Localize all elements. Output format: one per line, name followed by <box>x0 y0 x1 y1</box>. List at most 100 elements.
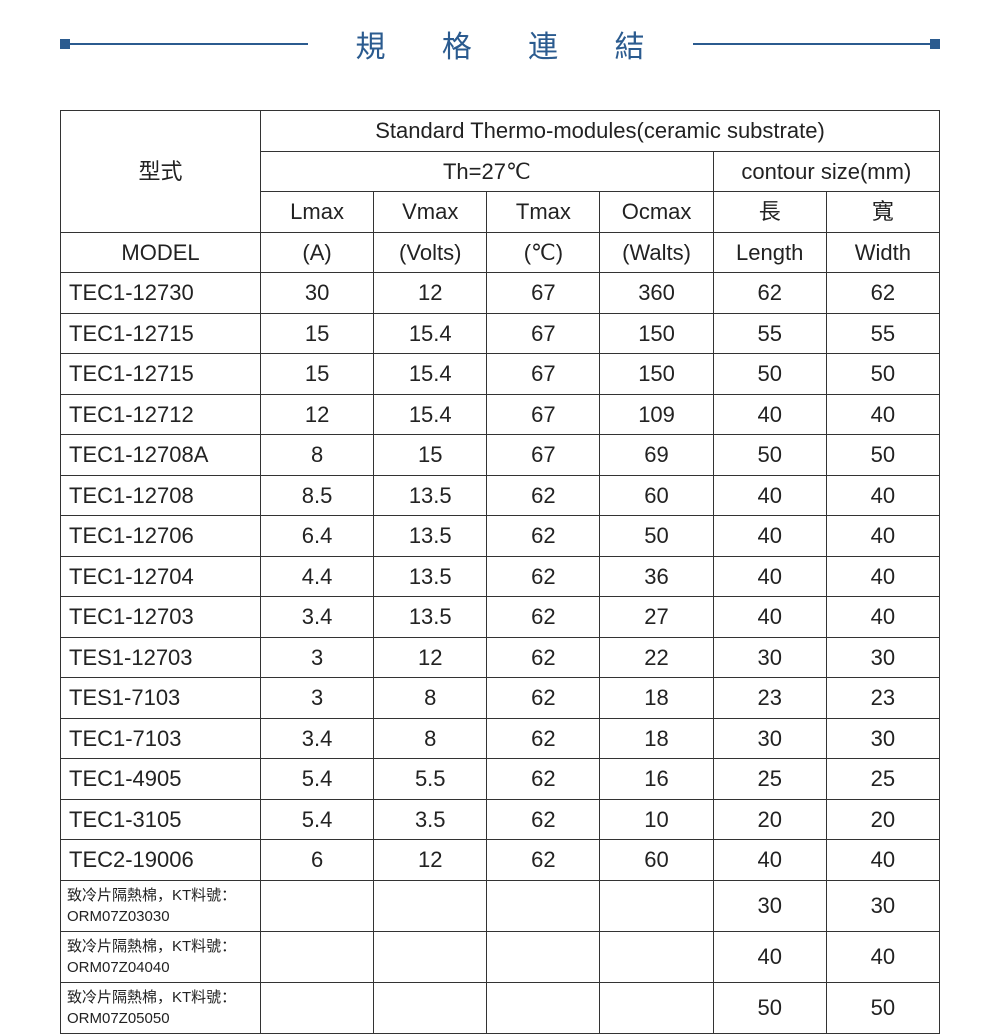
divider-left <box>60 43 308 45</box>
cell-ocmax: 50 <box>600 516 713 557</box>
cell-ocmax: 109 <box>600 394 713 435</box>
table-row: TEC1-71033.4862183030 <box>61 718 940 759</box>
cell-lmax: 3 <box>261 637 374 678</box>
cell-ocmax: 18 <box>600 678 713 719</box>
cell-ocmax: 22 <box>600 637 713 678</box>
table-note-row: 致冷片隔熱棉，KT料號：ORM07Z030303030 <box>61 880 940 931</box>
cell-width: 40 <box>826 394 939 435</box>
cell-tmax: 62 <box>487 678 600 719</box>
cell-length: 40 <box>713 516 826 557</box>
cell-model: TEC2-19006 <box>61 840 261 881</box>
cell-vmax: 12 <box>374 273 487 314</box>
cell-width: 50 <box>826 354 939 395</box>
cell-tmax: 62 <box>487 475 600 516</box>
cell-tmax: 67 <box>487 273 600 314</box>
cell-lmax <box>261 931 374 982</box>
cell-tmax: 67 <box>487 435 600 476</box>
cell-vmax <box>374 880 487 931</box>
cell-ocmax: 150 <box>600 354 713 395</box>
spec-table: 型式 Standard Thermo-modules(ceramic subst… <box>60 110 940 1034</box>
cell-length: 25 <box>713 759 826 800</box>
header-th27: Th=27℃ <box>261 151 714 192</box>
cell-width: 40 <box>826 475 939 516</box>
cell-length: 40 <box>713 556 826 597</box>
cell-ocmax: 36 <box>600 556 713 597</box>
cell-width: 62 <box>826 273 939 314</box>
cell-note: 致冷片隔熱棉，KT料號：ORM07Z03030 <box>61 880 261 931</box>
cell-note: 致冷片隔熱棉，KT料號：ORM07Z05050 <box>61 982 261 1033</box>
cell-vmax: 5.5 <box>374 759 487 800</box>
cell-lmax: 15 <box>261 313 374 354</box>
cell-model: TEC1-12715 <box>61 354 261 395</box>
cell-vmax: 13.5 <box>374 516 487 557</box>
cell-vmax: 15.4 <box>374 354 487 395</box>
cell-ocmax: 60 <box>600 475 713 516</box>
table-row: TES1-71033862182323 <box>61 678 940 719</box>
cell-vmax: 8 <box>374 718 487 759</box>
cell-tmax: 62 <box>487 637 600 678</box>
cell-ocmax: 60 <box>600 840 713 881</box>
cell-tmax: 62 <box>487 799 600 840</box>
cell-width: 40 <box>826 840 939 881</box>
table-body: TEC1-127303012673606262TEC1-127151515.46… <box>61 273 940 1034</box>
header-vmax: Vmax <box>374 192 487 233</box>
table-row: TEC1-127151515.4671505050 <box>61 354 940 395</box>
header-width-cn: 寬 <box>826 192 939 233</box>
cell-length: 40 <box>713 394 826 435</box>
table-container: 型式 Standard Thermo-modules(ceramic subst… <box>60 110 940 1034</box>
unit-walts: (Walts) <box>600 232 713 273</box>
cell-tmax: 67 <box>487 354 600 395</box>
cell-tmax <box>487 931 600 982</box>
cell-length: 23 <box>713 678 826 719</box>
table-row: TEC1-12708A81567695050 <box>61 435 940 476</box>
table-row: TEC1-49055.45.562162525 <box>61 759 940 800</box>
cell-lmax: 3.4 <box>261 718 374 759</box>
cell-model: TEC1-4905 <box>61 759 261 800</box>
cell-vmax: 13.5 <box>374 597 487 638</box>
cell-vmax: 12 <box>374 637 487 678</box>
cell-ocmax: 69 <box>600 435 713 476</box>
cell-width: 40 <box>826 516 939 557</box>
table-row: TEC1-127303012673606262 <box>61 273 940 314</box>
cell-note: 致冷片隔熱棉，KT料號：ORM07Z04040 <box>61 931 261 982</box>
cell-width: 30 <box>826 637 939 678</box>
page-title: 規 格 連 結 <box>332 22 669 66</box>
table-row: TEC1-31055.43.562102020 <box>61 799 940 840</box>
unit-length: Length <box>713 232 826 273</box>
table-row: TEC1-127033.413.562274040 <box>61 597 940 638</box>
cell-lmax: 4.4 <box>261 556 374 597</box>
unit-c: (℃) <box>487 232 600 273</box>
table-row: TES1-1270331262223030 <box>61 637 940 678</box>
table-row: TEC2-1900661262604040 <box>61 840 940 881</box>
cell-vmax: 15 <box>374 435 487 476</box>
cell-tmax: 67 <box>487 313 600 354</box>
cell-model: TEC1-12730 <box>61 273 261 314</box>
cell-ocmax: 16 <box>600 759 713 800</box>
cell-lmax <box>261 880 374 931</box>
cell-model: TEC1-12715 <box>61 313 261 354</box>
table-row: TEC1-127088.513.562604040 <box>61 475 940 516</box>
cell-width: 40 <box>826 931 939 982</box>
cell-vmax: 8 <box>374 678 487 719</box>
cell-tmax: 62 <box>487 597 600 638</box>
cell-model: TEC1-3105 <box>61 799 261 840</box>
cell-vmax: 15.4 <box>374 313 487 354</box>
cell-model: TEC1-12703 <box>61 597 261 638</box>
cell-ocmax: 18 <box>600 718 713 759</box>
divider-right <box>693 43 941 45</box>
cell-lmax: 5.4 <box>261 759 374 800</box>
cell-ocmax <box>600 931 713 982</box>
cell-length: 50 <box>713 354 826 395</box>
cell-model: TEC1-12708 <box>61 475 261 516</box>
unit-volts: (Volts) <box>374 232 487 273</box>
cell-lmax: 5.4 <box>261 799 374 840</box>
cell-length: 62 <box>713 273 826 314</box>
cell-vmax: 3.5 <box>374 799 487 840</box>
cell-length: 30 <box>713 718 826 759</box>
cell-length: 40 <box>713 597 826 638</box>
cell-width: 25 <box>826 759 939 800</box>
cell-width: 20 <box>826 799 939 840</box>
cell-vmax: 12 <box>374 840 487 881</box>
cell-width: 40 <box>826 597 939 638</box>
cell-width: 40 <box>826 556 939 597</box>
